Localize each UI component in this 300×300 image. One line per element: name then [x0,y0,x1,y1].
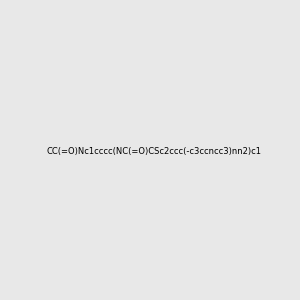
Text: CC(=O)Nc1cccc(NC(=O)CSc2ccc(-c3ccncc3)nn2)c1: CC(=O)Nc1cccc(NC(=O)CSc2ccc(-c3ccncc3)nn… [46,147,261,156]
